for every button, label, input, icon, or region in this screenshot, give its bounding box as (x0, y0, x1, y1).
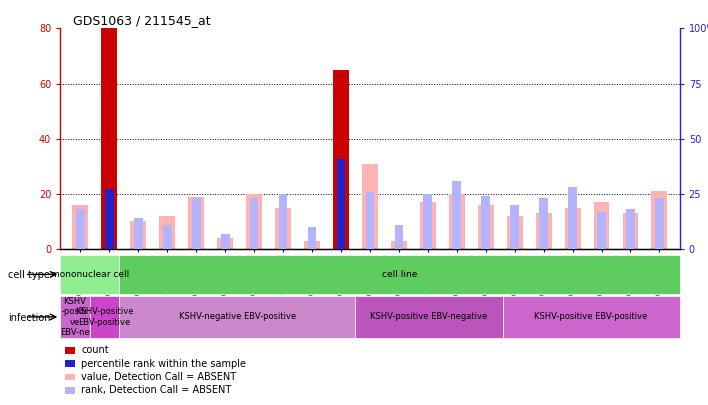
Bar (507, 216, 523, 249)
Bar (394, 225, 404, 249)
Bar (308, 227, 316, 249)
Bar (655, 198, 664, 249)
Text: cell line: cell line (382, 270, 417, 279)
Bar (626, 209, 635, 249)
Bar (449, 194, 464, 249)
Bar (65, 387, 75, 394)
Bar (304, 241, 320, 249)
Bar (478, 205, 493, 249)
Bar (134, 218, 143, 249)
Bar (651, 191, 668, 249)
Text: GDS1063 / 211545_at: GDS1063 / 211545_at (73, 14, 210, 27)
Bar (481, 196, 490, 249)
Bar (569, 187, 577, 249)
Bar (119, 296, 355, 338)
Bar (536, 213, 552, 249)
Bar (221, 234, 229, 249)
Bar (391, 241, 407, 249)
Bar (362, 164, 378, 249)
Bar (420, 202, 436, 249)
Text: cell type: cell type (8, 270, 50, 279)
Bar (250, 198, 258, 249)
Text: rank, Detection Call = ABSENT: rank, Detection Call = ABSENT (81, 386, 232, 395)
Text: KSHV-negative EBV-positive: KSHV-negative EBV-positive (178, 312, 296, 322)
Bar (130, 222, 147, 249)
Bar (275, 208, 291, 249)
Text: KSHV-positive EBV-negative: KSHV-positive EBV-negative (370, 312, 488, 322)
Bar (597, 211, 606, 249)
Bar (65, 360, 75, 367)
Bar (333, 70, 349, 249)
Bar (188, 197, 204, 249)
Bar (564, 208, 581, 249)
Bar (246, 194, 262, 249)
Bar (539, 198, 548, 249)
Text: infection: infection (8, 313, 51, 323)
Bar (72, 205, 88, 249)
Bar (65, 347, 75, 354)
Bar (90, 296, 119, 338)
Bar (192, 198, 200, 249)
Text: mononuclear cell: mononuclear cell (50, 270, 129, 279)
Text: KSHV-positive
EBV-positive: KSHV-positive EBV-positive (75, 307, 134, 326)
Bar (76, 209, 85, 249)
Text: KSHV
-positi
ve
EBV-ne: KSHV -positi ve EBV-ne (60, 297, 90, 337)
Bar (510, 205, 519, 249)
Bar (217, 238, 233, 249)
Bar (105, 190, 114, 249)
Bar (60, 296, 90, 338)
Text: count: count (81, 345, 109, 355)
Bar (65, 374, 75, 380)
Bar (336, 159, 346, 249)
Bar (163, 225, 171, 249)
Bar (101, 28, 118, 249)
Bar (365, 192, 375, 249)
Bar (60, 255, 119, 294)
Bar (279, 194, 287, 249)
Text: KSHV-positive EBV-positive: KSHV-positive EBV-positive (535, 312, 648, 322)
Bar (355, 296, 503, 338)
Text: value, Detection Call = ABSENT: value, Detection Call = ABSENT (81, 372, 236, 382)
Text: percentile rank within the sample: percentile rank within the sample (81, 359, 246, 369)
Bar (452, 181, 461, 249)
Bar (622, 213, 639, 249)
Bar (159, 216, 176, 249)
Bar (423, 194, 432, 249)
Bar (593, 202, 610, 249)
Bar (503, 296, 680, 338)
